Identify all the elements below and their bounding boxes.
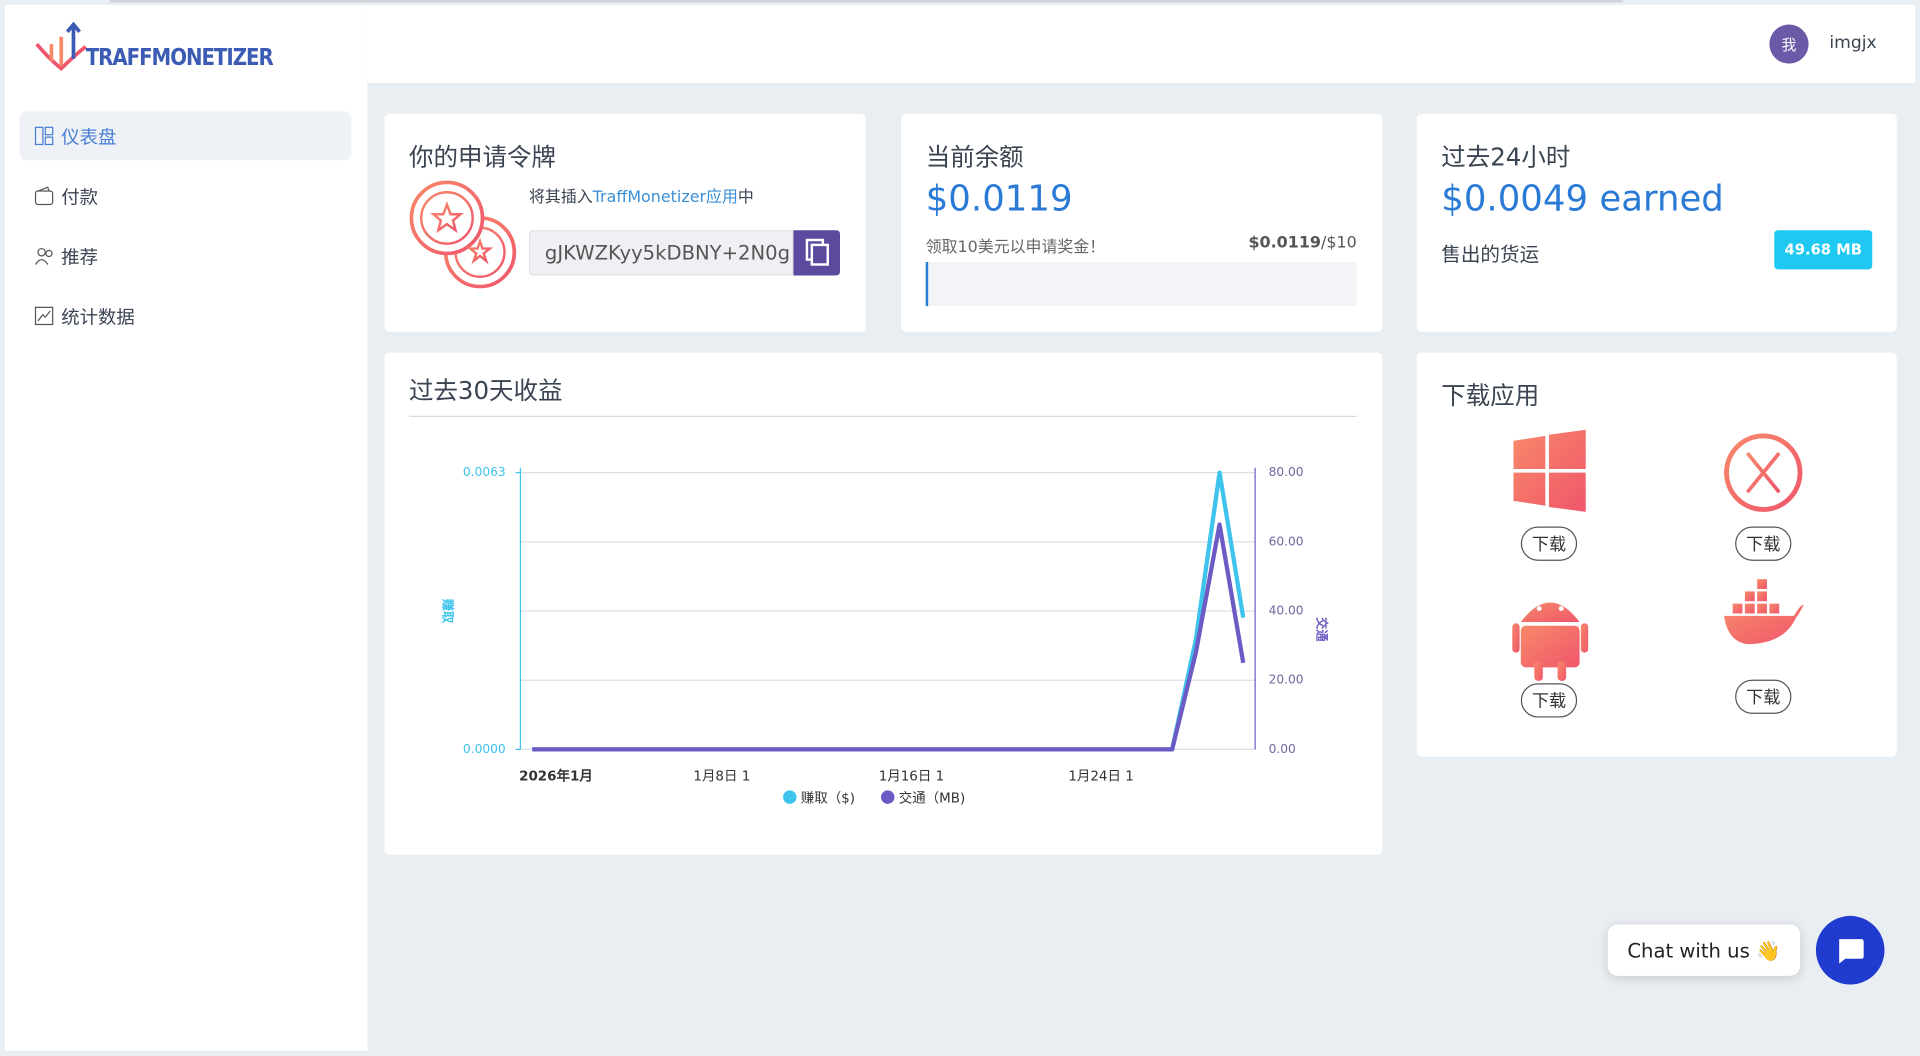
top-bar: [110, 0, 1623, 3]
legend-marker: [783, 790, 797, 804]
x-tick-label: 2026年1月: [519, 767, 593, 784]
day-card: 过去24小时 $0.0049 earned 售出的货运 49.68 MB: [1416, 113, 1897, 332]
progress-track: [925, 262, 1357, 307]
android-icon: [1512, 602, 1589, 681]
download-button[interactable]: 下载: [1735, 526, 1792, 561]
app-icons: [1512, 429, 1804, 681]
nav-label: 统计数据: [61, 305, 135, 328]
card-title: 当前余额: [925, 142, 1024, 172]
copy-icon: [805, 238, 829, 266]
windows-icon: [1513, 429, 1586, 512]
instruction-text: 将其插入: [528, 188, 593, 207]
chart-title: 过去30天收益: [409, 376, 562, 405]
download-button[interactable]: 下载: [1735, 679, 1792, 714]
card-title: 你的申请令牌: [408, 142, 556, 172]
progress-text: $0.0119/$10: [1248, 234, 1356, 252]
sold-label: 售出的货运: [1441, 242, 1540, 266]
x-tick-label: 1月24日 1: [1068, 769, 1133, 784]
x-tick-label: 1月16日 1: [879, 769, 944, 784]
y2-tick-label: 80.00: [1269, 465, 1304, 479]
legend-marker: [881, 790, 895, 804]
token-input[interactable]: gJKWZKyy5kDBNY+2N0g: [528, 230, 794, 276]
chart-card: 过去30天收益 0.00 20.00 40.00 60.00 80.00 0.0000 0.…: [384, 352, 1383, 855]
instruction: 将其插入TraffMonetizer应用中: [529, 184, 754, 207]
download-button[interactable]: 下载: [1520, 683, 1578, 718]
progress-fill: [925, 262, 929, 307]
header: 我 imgjx: [367, 4, 1916, 85]
sidebar: TRAFFMONETIZER: [4, 4, 368, 1051]
legend-label: 交通（MB): [899, 789, 965, 806]
y-tick-label: 0.0000: [463, 742, 506, 756]
y-tick-label: 0.0063: [463, 465, 506, 479]
nav-label: 付款: [61, 185, 98, 208]
coins-icon: [409, 180, 517, 289]
nav-item[interactable]: 仪表盘: [19, 111, 352, 161]
nav-item[interactable]: 统计数据: [20, 291, 352, 340]
instruction-text: 中: [737, 188, 754, 207]
y2-tick-label: 20.00: [1269, 673, 1304, 687]
x-tick-label: 1月8日 1: [693, 769, 750, 784]
nav-icon: [34, 186, 54, 206]
copy-button[interactable]: [793, 230, 841, 276]
nav-item[interactable]: 付款: [20, 171, 352, 220]
y2-tick-label: 40.00: [1269, 604, 1304, 618]
logo-icon: [35, 22, 87, 72]
nav-icon: [34, 306, 54, 326]
balance-amount: $0.0119: [925, 177, 1073, 220]
token-card: 你的申请令牌 将其插入TraffMonetizer应用中 gJKWZKyy5kD…: [384, 113, 866, 332]
download-card: 下载应用 下载 下载 下载 下载: [1416, 352, 1897, 757]
series-line: [532, 522, 1246, 752]
card-title: 下载应用: [1441, 380, 1540, 411]
sold-badge: 49.68 MB: [1774, 230, 1873, 270]
nav-icon: [34, 126, 54, 146]
chat-button[interactable]: [1815, 915, 1885, 985]
y2-tick-label: 0.00: [1269, 742, 1296, 756]
y-axis-title: 赚取: [440, 598, 455, 624]
y2-tick-label: 60.00: [1269, 534, 1304, 548]
earned: $0.0049 earned: [1441, 177, 1724, 220]
nav-label: 仪表盘: [61, 125, 117, 148]
docker-icon: [1724, 579, 1804, 645]
avatar[interactable]: 我: [1769, 24, 1809, 64]
progress-current: $0.0119: [1248, 233, 1321, 253]
bonus-text: 领取10美元以申请奖金！: [925, 238, 1106, 258]
nav-item[interactable]: 推荐: [20, 231, 352, 280]
legend-label: 赚取（$): [801, 790, 855, 806]
progress-target: /$10: [1320, 233, 1357, 253]
chat-icon: [1839, 939, 1864, 964]
logo-text: TRAFFMONETIZER: [85, 44, 274, 72]
nav-label: 推荐: [61, 245, 98, 268]
app-link[interactable]: TraffMonetizer应用: [592, 188, 738, 207]
balance-card: 当前余额 $0.0119 领取10美元以申请奖金！ $0.0119/$10: [901, 113, 1383, 332]
username[interactable]: imgjx: [1829, 33, 1877, 53]
download-button[interactable]: 下载: [1520, 526, 1578, 561]
nav-icon: [34, 247, 53, 265]
card-title: 过去24小时: [1441, 142, 1571, 172]
y2-axis-title: 交通: [1315, 617, 1330, 642]
chart: 过去30天收益 0.00 20.00 40.00 60.00 80.00 0.0000 0.…: [408, 376, 1357, 806]
chat-label[interactable]: Chat with us 👋: [1607, 924, 1801, 976]
x-icon: [1724, 433, 1803, 512]
